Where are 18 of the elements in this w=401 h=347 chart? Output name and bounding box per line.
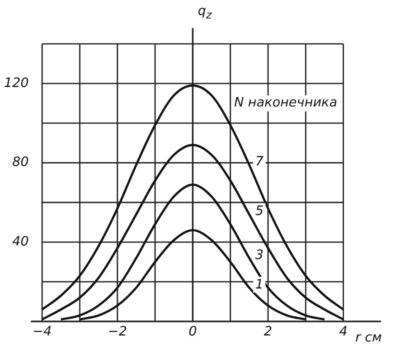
series-label: 3 — [255, 248, 264, 263]
x-axis-title: r см — [355, 330, 382, 346]
y-axis-title: q$_{z}$ — [198, 4, 212, 23]
series-label: 7 — [255, 154, 264, 170]
line-series — [41, 144, 344, 321]
line-series — [41, 84, 344, 311]
y-tick-label: 80 — [12, 155, 29, 170]
x-tick-label: −4 — [32, 324, 52, 340]
x-tick-label: −2 — [108, 324, 128, 340]
annotation: N наконечника — [234, 96, 338, 111]
x-tick-label: 2 — [264, 324, 272, 340]
x-tick-label: 0 — [188, 324, 197, 340]
line-series — [60, 184, 326, 321]
series-label: 5 — [255, 204, 264, 220]
y-tick-label: 120 — [4, 76, 29, 91]
series-label: 1 — [255, 278, 264, 293]
y-tick-label: 40 — [12, 234, 29, 250]
x-tick-label: 4 — [339, 324, 348, 340]
